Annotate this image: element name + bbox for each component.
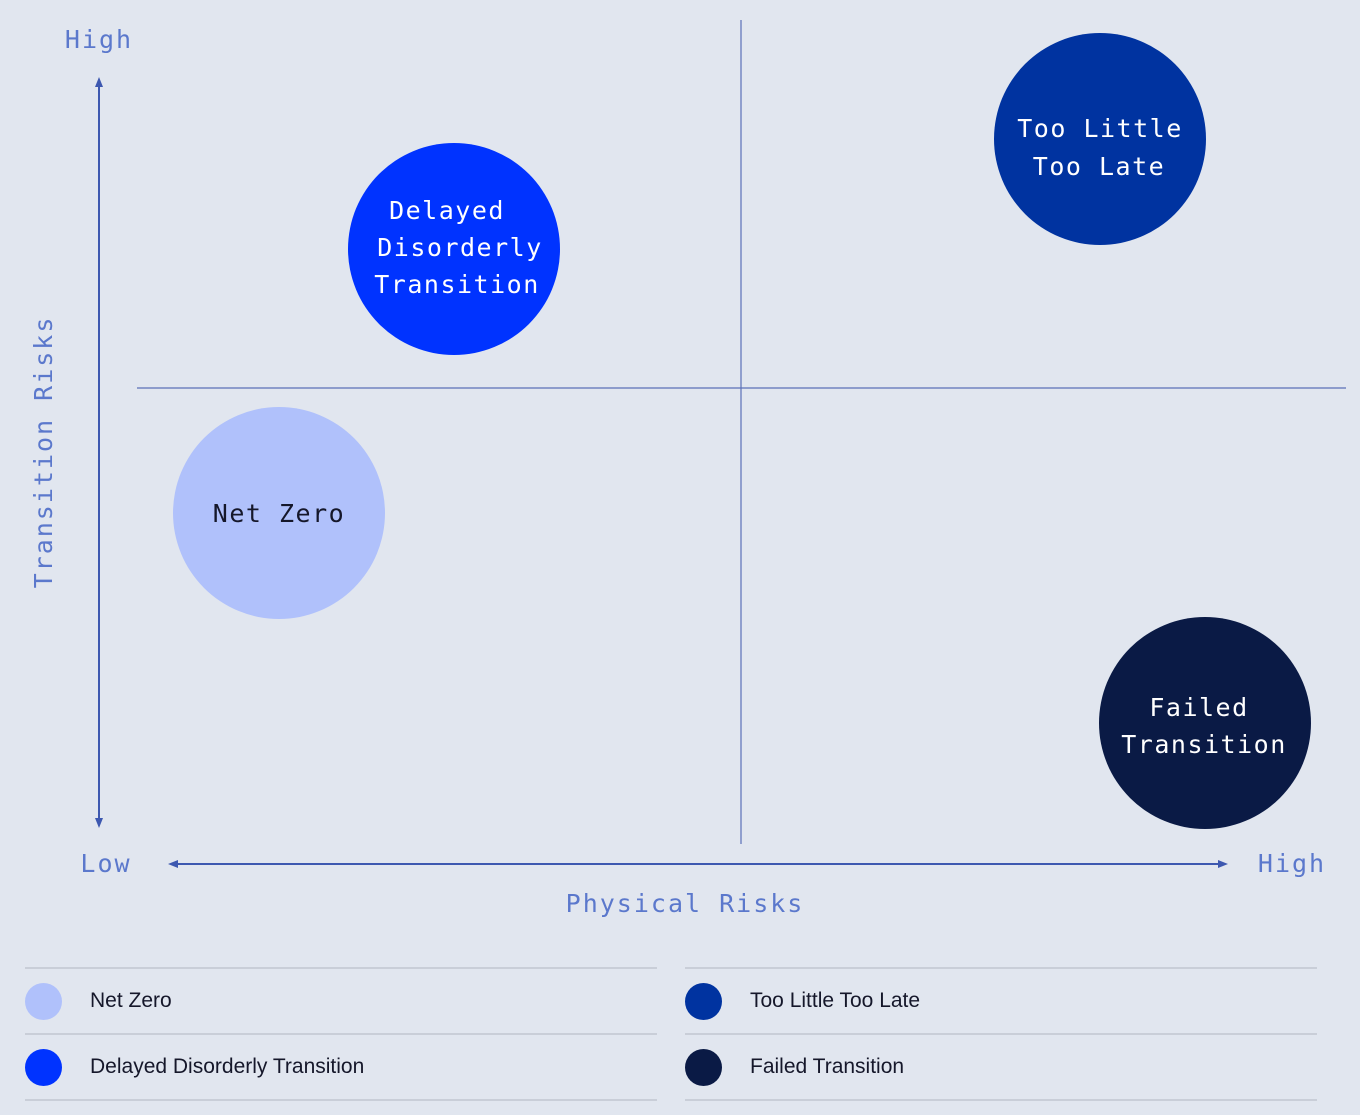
bubble-label-line: Delayed [389, 196, 505, 225]
bubble-label-line: Disorderly [377, 233, 543, 262]
legend-swatch [685, 982, 722, 1020]
x-axis-low-label: Low [80, 849, 131, 878]
x-axis-high-label: High [1258, 849, 1326, 878]
bubble-circle [348, 143, 560, 355]
y-axis-title: Transition Risks [29, 316, 58, 589]
x-axis-title: Physical Risks [566, 889, 805, 918]
bubble-label-line: Failed [1149, 693, 1248, 722]
legend-left-column: Net Zero Delayed Disorderly Transition [25, 967, 657, 1101]
legend-swatch [685, 1048, 722, 1086]
y-axis-high-label: High [65, 25, 133, 54]
legend-label: Net Zero [90, 989, 172, 1012]
legend-label: Too Little Too Late [750, 989, 921, 1012]
bubble-label-line: Transition [374, 270, 540, 299]
legend-label: Delayed Disorderly Transition [90, 1055, 365, 1078]
bubble-label-line: Transition [1121, 730, 1287, 759]
legend-swatch [25, 982, 62, 1020]
bubble-failed-transition: Failed Transition [1099, 617, 1311, 829]
legend-right-column: Too Little Too Late Failed Transition [685, 967, 1317, 1101]
legend-item-too-little-too-late: Too Little Too Late [685, 967, 1317, 1033]
bubble-net-zero: Net Zero [173, 407, 385, 619]
risk-quadrant-diagram: High Transition Risks Low High Physical … [29, 20, 1346, 918]
bubble-circle [173, 407, 385, 619]
legend-item-delayed-disorderly-transition: Delayed Disorderly Transition [25, 1033, 657, 1101]
bubble-too-little-too-late: Too Little Too Late [994, 33, 1206, 245]
legend-item-net-zero: Net Zero [25, 967, 657, 1033]
bubble-delayed-disorderly-transition: Delayed Disorderly Transition [348, 143, 560, 355]
legend-swatch [25, 1048, 62, 1086]
bubble-label-line: Too Little [1017, 114, 1183, 143]
bubble-circle [1099, 617, 1311, 829]
bubble-circle [994, 33, 1206, 245]
bubble-label-line: Too Late [1033, 152, 1165, 181]
bubble-label-line: Net Zero [213, 499, 345, 528]
legend-item-failed-transition: Failed Transition [685, 1033, 1317, 1101]
legend-label: Failed Transition [750, 1055, 905, 1078]
